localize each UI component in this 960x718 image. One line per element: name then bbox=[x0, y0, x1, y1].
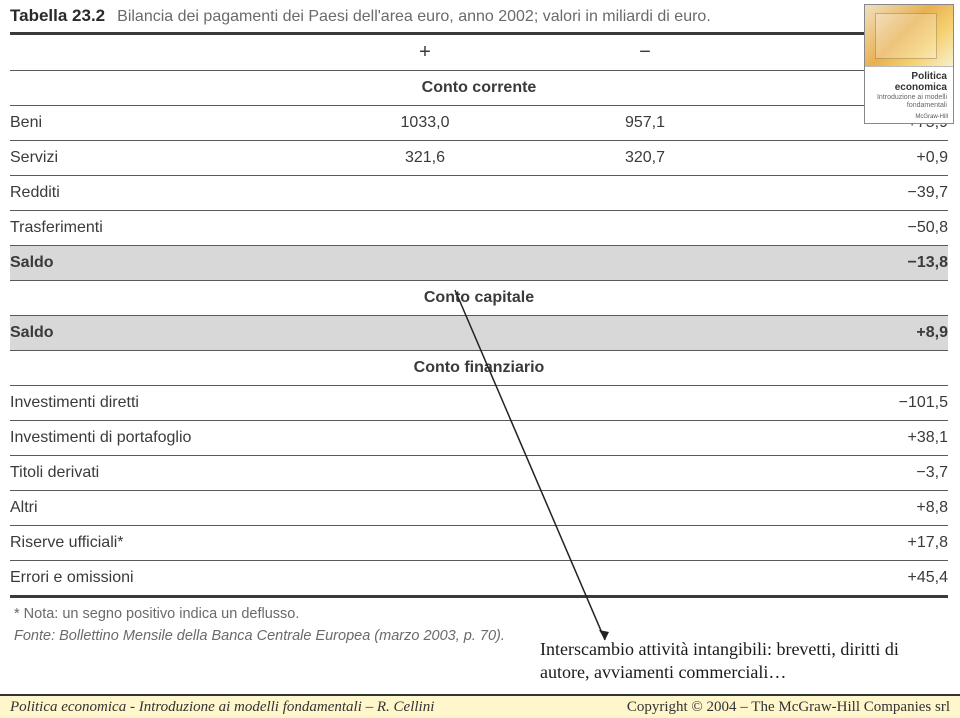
row-saldo: −13,8 bbox=[750, 246, 948, 281]
section-conto-corrente: Conto corrente bbox=[10, 71, 948, 106]
row-label: Beni bbox=[10, 106, 310, 141]
row-label: Titoli derivati bbox=[10, 456, 310, 491]
section-title: Conto corrente bbox=[10, 71, 948, 106]
row-label: Riserve ufficiali* bbox=[10, 526, 310, 561]
row-saldo: −101,5 bbox=[750, 386, 948, 421]
section-conto-capitale: Conto capitale bbox=[10, 281, 948, 316]
book-subtitle: Introduzione ai modelli fondamentali bbox=[871, 94, 947, 109]
table-row: Investimenti diretti −101,5 bbox=[10, 386, 948, 421]
book-cover-art bbox=[865, 5, 953, 67]
section-conto-finanziario: Conto finanziario bbox=[10, 351, 948, 386]
row-saldo: +8,8 bbox=[750, 491, 948, 526]
row-label: Altri bbox=[10, 491, 310, 526]
table-row: Altri +8,8 bbox=[10, 491, 948, 526]
balance-table: + − Saldo Conto corrente Beni 1033,0 957… bbox=[10, 35, 948, 596]
annotation-line2: autore, avviamenti commerciali… bbox=[540, 662, 786, 682]
row-label: Saldo bbox=[10, 316, 310, 351]
row-label: Saldo bbox=[10, 246, 310, 281]
book-title: Politica economica bbox=[871, 71, 947, 93]
table-row: Trasferimenti −50,8 bbox=[10, 211, 948, 246]
row-minus: 957,1 bbox=[540, 106, 750, 141]
footnote-1: * Nota: un segno positivo indica un defl… bbox=[14, 604, 944, 626]
row-label: Redditi bbox=[10, 176, 310, 211]
row-saldo: +45,4 bbox=[750, 561, 948, 596]
annotation-text: Interscambio attività intangibili: breve… bbox=[540, 638, 950, 683]
row-label: Investimenti diretti bbox=[10, 386, 310, 421]
row-plus: 1033,0 bbox=[310, 106, 540, 141]
row-label: Trasferimenti bbox=[10, 211, 310, 246]
book-publisher: McGraw-Hill bbox=[915, 114, 948, 120]
table-row: Errori e omissioni +45,4 bbox=[10, 561, 948, 596]
table-row: Redditi −39,7 bbox=[10, 176, 948, 211]
saldo-row: Saldo −13,8 bbox=[10, 246, 948, 281]
col-plus: + bbox=[310, 35, 540, 71]
page-footer: Politica economica - Introduzione ai mod… bbox=[0, 694, 960, 718]
column-headers: + − Saldo bbox=[10, 35, 948, 71]
table-row: Servizi 321,6 320,7 +0,9 bbox=[10, 141, 948, 176]
annotation-line1: Interscambio attività intangibili: breve… bbox=[540, 639, 899, 659]
section-title: Conto capitale bbox=[10, 281, 948, 316]
footer-right: Copyright © 2004 – The McGraw-Hill Compa… bbox=[627, 699, 950, 716]
row-saldo: −50,8 bbox=[750, 211, 948, 246]
row-label: Investimenti di portafoglio bbox=[10, 421, 310, 456]
row-minus: 320,7 bbox=[540, 141, 750, 176]
row-plus: 321,6 bbox=[310, 141, 540, 176]
row-saldo: −3,7 bbox=[750, 456, 948, 491]
section-title: Conto finanziario bbox=[10, 351, 948, 386]
table-caption: Tabella 23.2 Bilancia dei pagamenti dei … bbox=[10, 6, 948, 32]
row-saldo: +17,8 bbox=[750, 526, 948, 561]
table-description: Bilancia dei pagamenti dei Paesi dell'ar… bbox=[117, 8, 711, 26]
table-row: Beni 1033,0 957,1 +75,9 bbox=[10, 106, 948, 141]
saldo-row: Saldo +8,9 bbox=[10, 316, 948, 351]
row-label: Errori e omissioni bbox=[10, 561, 310, 596]
table-row: Titoli derivati −3,7 bbox=[10, 456, 948, 491]
row-saldo: −39,7 bbox=[750, 176, 948, 211]
col-minus: − bbox=[540, 35, 750, 71]
footer-left: Politica economica - Introduzione ai mod… bbox=[10, 699, 434, 716]
table-row: Riserve ufficiali* +17,8 bbox=[10, 526, 948, 561]
row-saldo: +0,9 bbox=[750, 141, 948, 176]
table-row: Investimenti di portafoglio +38,1 bbox=[10, 421, 948, 456]
row-label: Servizi bbox=[10, 141, 310, 176]
row-saldo: +38,1 bbox=[750, 421, 948, 456]
book-cover-thumbnail: Politica economica Introduzione ai model… bbox=[864, 4, 954, 124]
row-saldo: +8,9 bbox=[750, 316, 948, 351]
table-label: Tabella 23.2 bbox=[10, 6, 105, 26]
